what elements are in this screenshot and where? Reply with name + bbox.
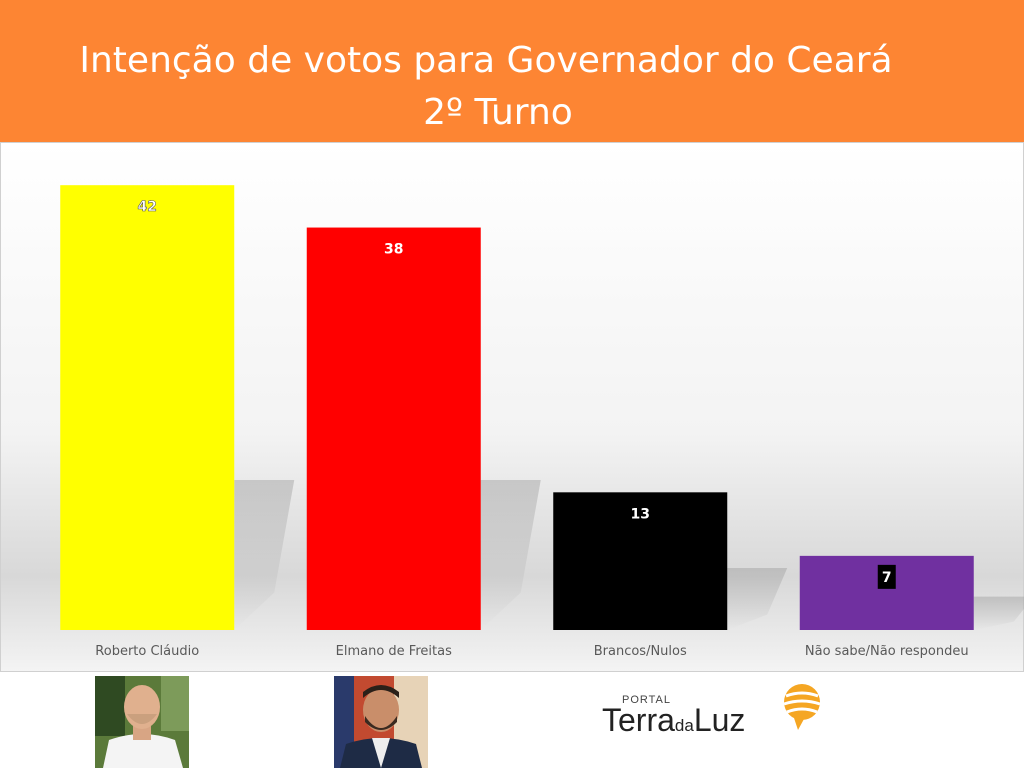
- portal-terra-da-luz-logo: PORTAL TerradaLuz: [600, 680, 830, 750]
- category-label: Brancos/Nulos: [594, 644, 687, 659]
- data-label-background: [877, 564, 896, 589]
- bar-1: [306, 227, 481, 630]
- logo-da-text: da: [674, 716, 694, 735]
- logo-wordmark: TerradaLuz: [602, 702, 745, 739]
- logo-luz-text: Luz: [693, 702, 746, 738]
- bar-shadow: [973, 596, 1024, 630]
- bar-shadow: [727, 568, 788, 630]
- data-label: 13: [631, 506, 650, 522]
- bar-shadow: [480, 480, 541, 630]
- sun-icon: [783, 684, 821, 730]
- data-label: 7: [882, 570, 892, 586]
- category-label: Elmano de Freitas: [336, 644, 452, 659]
- data-label: 42: [138, 199, 157, 215]
- chart-area: 42 38 13 7 Roberto Cláudio Elmano de Freitas…: [0, 142, 1024, 672]
- bar-shadow: [234, 480, 295, 630]
- chart-title: Intenção de votos para Governador do Cea…: [79, 40, 893, 81]
- bar-2: [553, 492, 728, 630]
- data-label: 38: [384, 242, 403, 258]
- chart-subtitle: 2º Turno: [423, 92, 573, 133]
- category-label: Não sabe/Não respondeu: [805, 644, 969, 659]
- candidate-photo-roberto-claudio: [95, 676, 189, 768]
- logo-terra-text: Terra: [602, 702, 675, 738]
- title-banner: Intenção de votos para Governador do Cea…: [0, 0, 1024, 142]
- candidate-photo-elmano-de-freitas: [334, 676, 428, 768]
- logo-portal-text: PORTAL: [622, 694, 671, 706]
- category-label: Roberto Cláudio: [95, 644, 199, 659]
- bar-0: [60, 185, 235, 630]
- bar-chart: 42 38 13 7 Roberto Cláudio Elmano de Freitas…: [0, 142, 1024, 672]
